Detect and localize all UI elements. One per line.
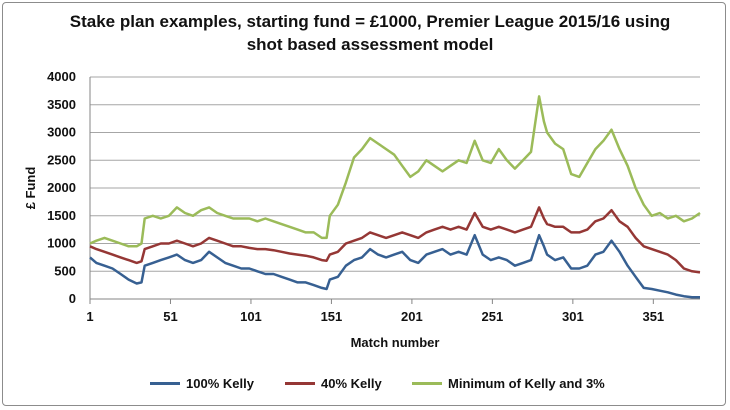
legend-swatch-100-kelly [150,382,180,385]
legend-label-100-kelly: 100% Kelly [186,376,254,391]
y-tick-label-1000: 1000 [47,236,76,251]
x-tick-label-1: 1 [86,309,93,324]
legend-label-40-kelly: 40% Kelly [321,376,382,391]
legend: 100% Kelly 40% Kelly Minimum of Kelly an… [150,374,630,396]
y-tick-label-1500: 1500 [47,208,76,223]
legend-label-minimum-kelly-3: Minimum of Kelly and 3% [448,376,605,391]
legend-swatch-minimum-kelly-3 [412,382,442,385]
x-axis-ticks: 1 51 101 151 201 251 301 351 [86,299,664,324]
x-tick-label-101: 101 [240,309,262,324]
chart-title-line-1: Stake plan examples, starting fund = £10… [69,12,671,31]
y-tick-label-2500: 2500 [47,152,76,167]
x-axis-label: Match number [351,335,440,350]
gridlines [89,76,700,300]
y-tick-label-500: 500 [54,263,76,278]
y-tick-label-3500: 3500 [47,97,76,112]
chart-title-line-2: shot based assessment model [246,35,494,54]
y-axis-ticks: 0 500 1000 1500 2000 2500 3000 3500 4000 [47,69,76,306]
chart-title: Stake plan examples, starting fund = £10… [60,10,680,56]
x-tick-label-351: 351 [642,309,664,324]
x-tick-label-251: 251 [482,309,504,324]
x-tick-label-151: 151 [321,309,343,324]
legend-swatch-40-kelly [285,382,315,385]
series-line-100-kelly [89,233,700,299]
series-line-40-kelly [89,206,701,274]
y-tick-label-3000: 3000 [47,125,76,140]
y-tick-label-4000: 4000 [47,69,76,84]
legend-item-minimum-kelly-3: Minimum of Kelly and 3% [412,376,605,391]
y-tick-label-2000: 2000 [47,180,76,195]
legend-item-100-kelly: 100% Kelly [150,376,254,391]
y-tick-label-0: 0 [69,291,76,306]
legend-item-40-kelly: 40% Kelly [285,376,382,391]
chart-frame [2,2,726,406]
x-tick-label-51: 51 [163,309,177,324]
x-tick-label-201: 201 [401,309,423,324]
x-tick-label-301: 301 [562,309,584,324]
y-axis-label: £ Fund [23,167,38,210]
series-line-minimum-of-kelly-and-3 [89,95,701,248]
series-lines [89,95,701,299]
